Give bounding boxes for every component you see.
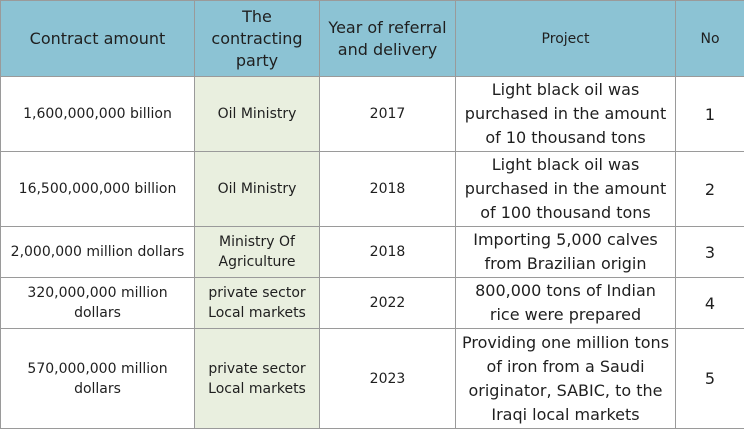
table-row: 2,000,000 million dollars Ministry Of Ag… [1,227,744,278]
contract-amount-cell: 16,500,000,000 billion [1,152,195,227]
contract-amount-cell: 2,000,000 million dollars [1,227,195,278]
table-row: 1,600,000,000 billion Oil Ministry 2017 … [1,77,744,152]
year-cell: 2018 [320,152,456,227]
table-row: 16,500,000,000 billion Oil Ministry 2018… [1,152,744,227]
project-cell: Providing one million tons of iron from … [456,329,676,429]
contracting-party-cell: Oil Ministry [195,77,320,152]
project-cell: 800,000 tons of Indian rice were prepare… [456,278,676,329]
row-number-cell: 5 [676,329,744,429]
table-row: 570,000,000 million dollars private sect… [1,329,744,429]
year-cell: 2022 [320,278,456,329]
contracting-party-cell: private sector Local markets [195,278,320,329]
contracting-party-cell: private sector Local markets [195,329,320,429]
header-contract-amount: Contract amount [1,1,195,77]
header-row: Contract amount The contracting party Ye… [1,1,744,77]
header-project: Project [456,1,676,77]
contracting-party-cell: Oil Ministry [195,152,320,227]
row-number-cell: 2 [676,152,744,227]
contract-amount-cell: 320,000,000 million dollars [1,278,195,329]
table-row: 320,000,000 million dollars private sect… [1,278,744,329]
row-number-cell: 3 [676,227,744,278]
project-cell: Light black oil was purchased in the amo… [456,77,676,152]
year-cell: 2017 [320,77,456,152]
header-contracting-party: The contracting party [195,1,320,77]
project-cell: Importing 5,000 calves from Brazilian or… [456,227,676,278]
contract-amount-cell: 1,600,000,000 billion [1,77,195,152]
header-no: No [676,1,744,77]
row-number-cell: 4 [676,278,744,329]
year-cell: 2018 [320,227,456,278]
year-cell: 2023 [320,329,456,429]
row-number-cell: 1 [676,77,744,152]
header-year: Year of referral and delivery [320,1,456,77]
project-cell: Light black oil was purchased in the amo… [456,152,676,227]
contracting-party-cell: Ministry Of Agriculture [195,227,320,278]
contract-amount-cell: 570,000,000 million dollars [1,329,195,429]
